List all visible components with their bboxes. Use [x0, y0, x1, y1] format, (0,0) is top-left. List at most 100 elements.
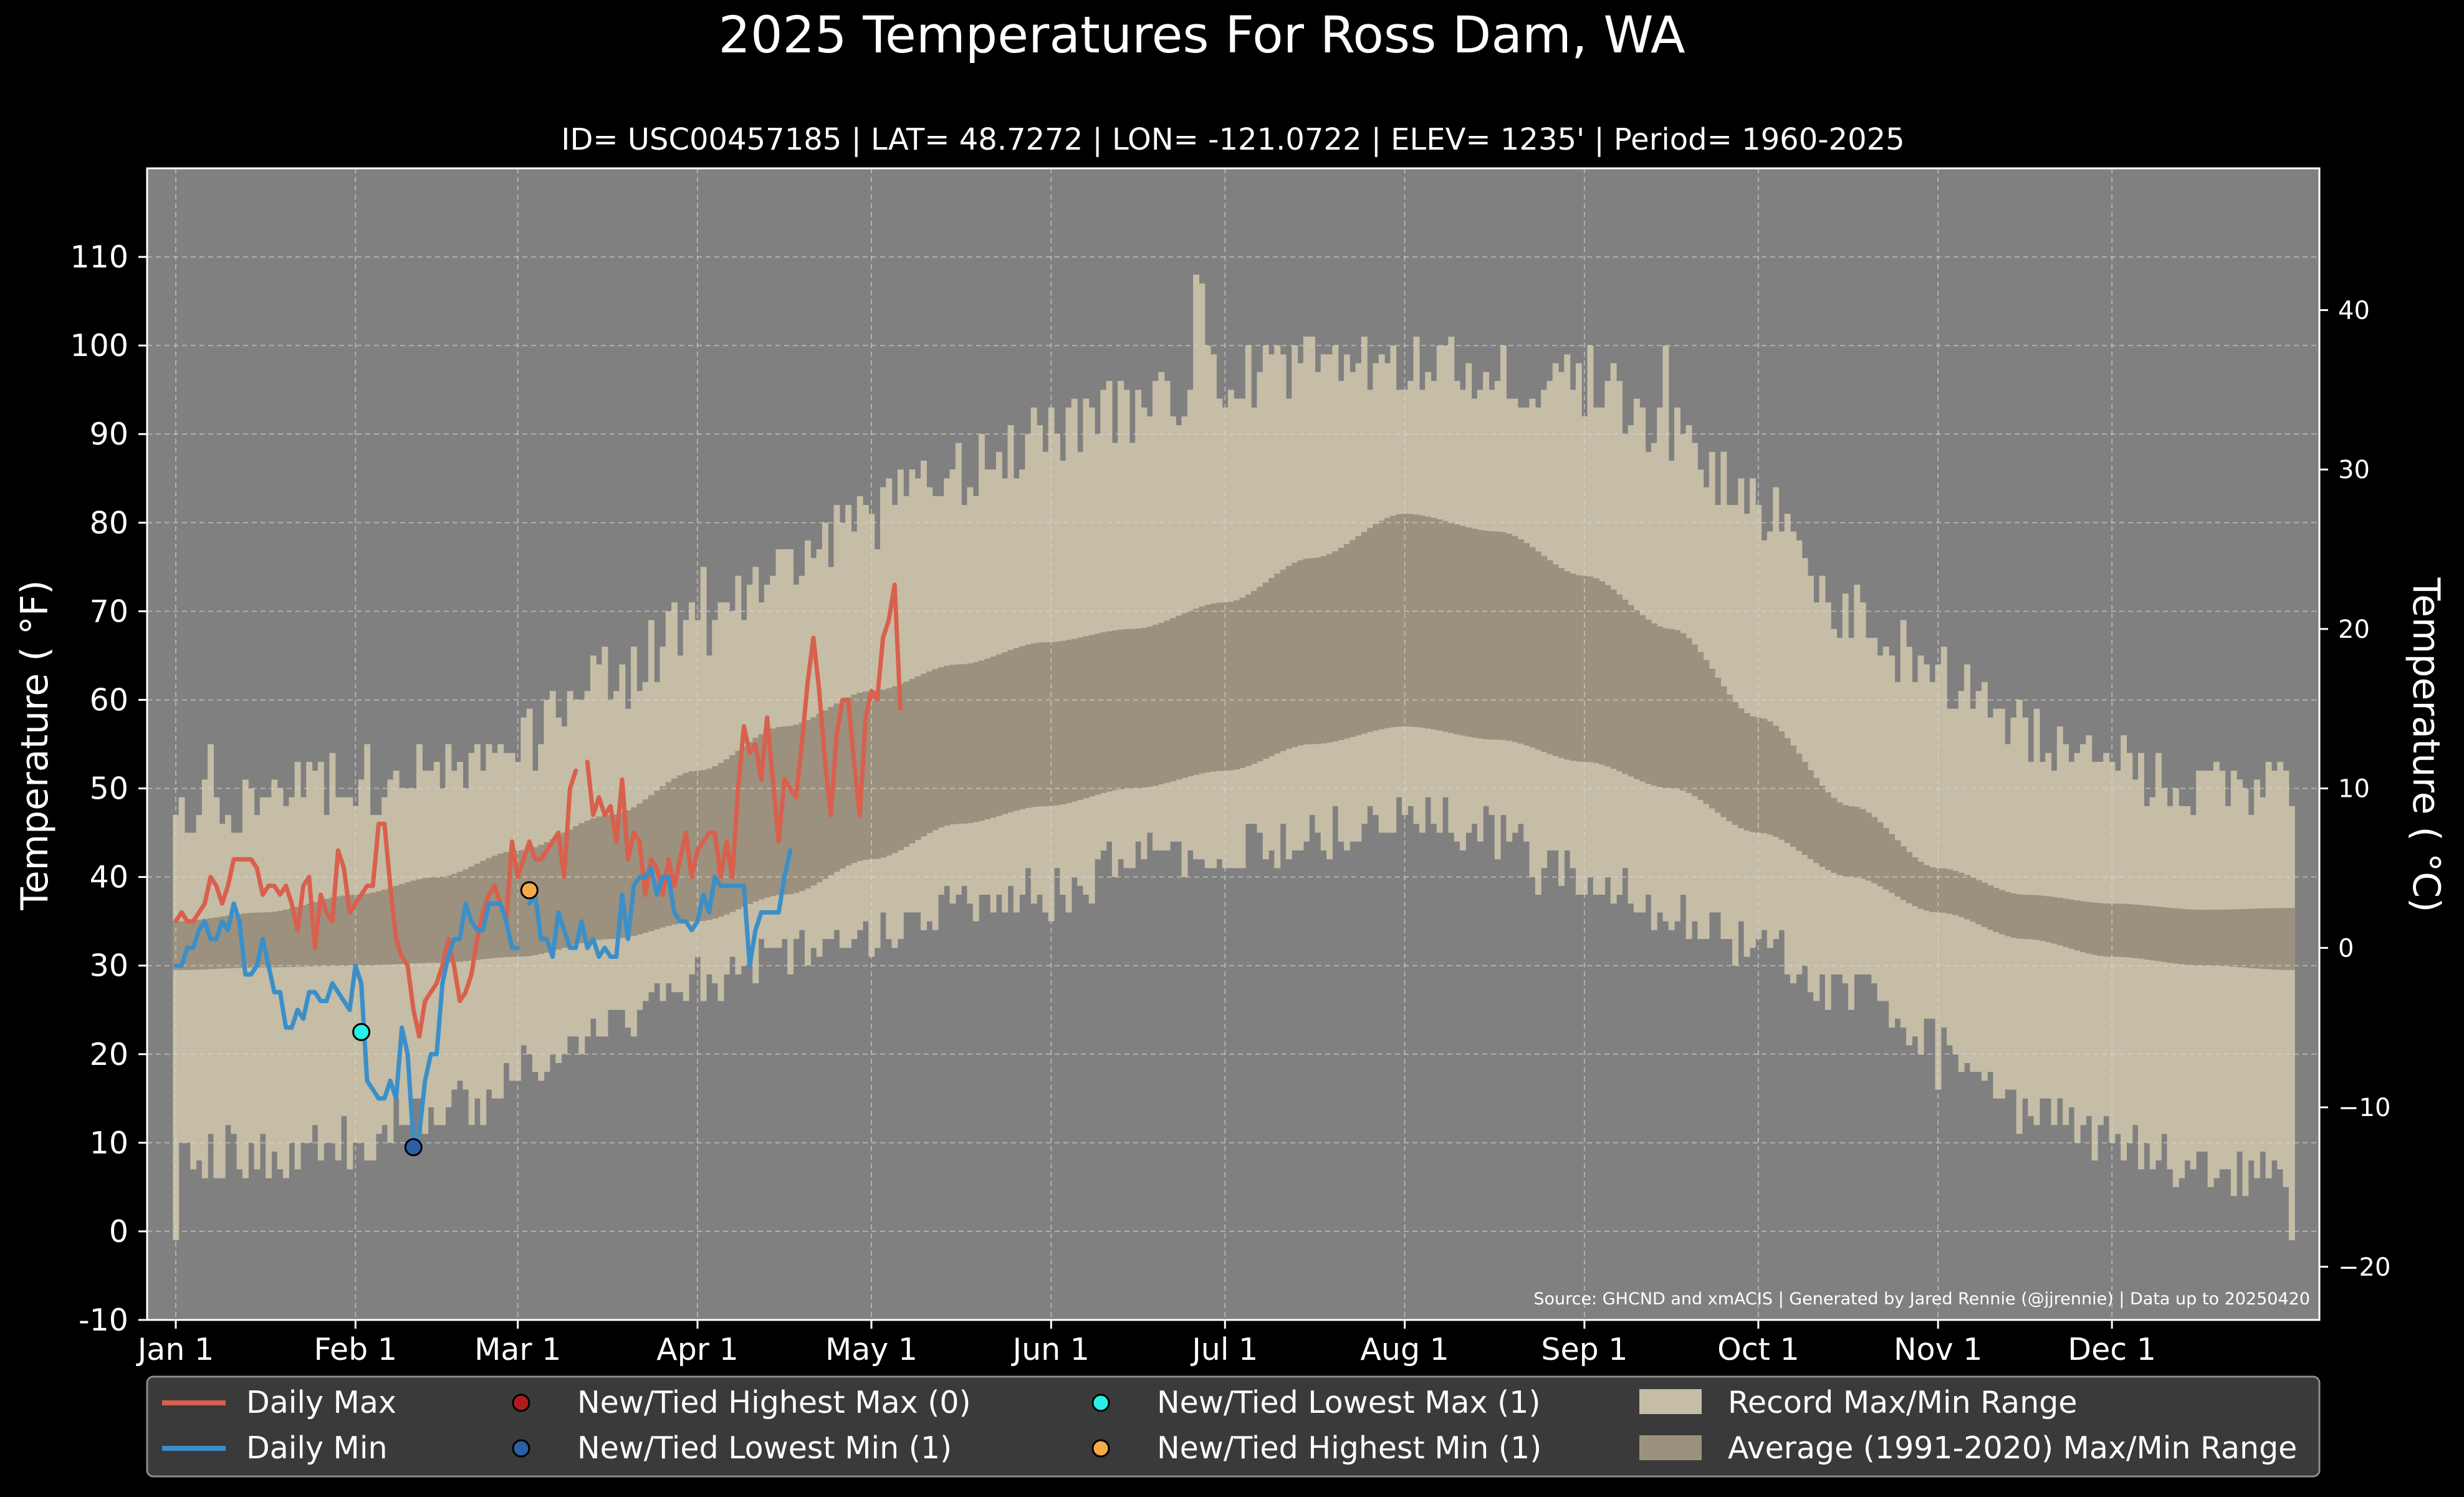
normal-range-bar [231, 915, 237, 968]
normal-range-bar [845, 697, 852, 866]
normal-range-bar [1981, 882, 1988, 927]
normal-range-bar [567, 829, 573, 946]
normal-range-bar [1060, 640, 1067, 804]
record-range-bar [1778, 531, 1785, 930]
normal-range-bar [422, 878, 429, 963]
record-range-bar [1917, 655, 1924, 1054]
x-tick-label: Apr 1 [656, 1332, 739, 1367]
normal-range-bar [1268, 578, 1275, 756]
normal-range-bar [2236, 909, 2243, 968]
normal-range-bar [283, 910, 289, 968]
normal-range-bar [2242, 908, 2249, 968]
normal-range-bar [659, 786, 666, 928]
normal-range-bar [1633, 610, 1640, 779]
normal-range-bar [254, 912, 261, 968]
normal-range-bar [1587, 576, 1594, 763]
y-tick-label-left: 60 [90, 682, 128, 718]
legend-swatch-normal-range [1639, 1435, 1702, 1460]
x-tick-label: Feb 1 [314, 1332, 398, 1367]
normal-range-bar [2097, 903, 2104, 956]
normal-range-bar [1210, 604, 1217, 772]
normal-range-bar [1506, 533, 1513, 741]
y-tick-label-left: 10 [90, 1125, 128, 1161]
normal-range-bar [428, 877, 434, 963]
normal-range-bar [596, 816, 603, 940]
legend-marker-lowest-min [512, 1439, 530, 1458]
normal-range-bar [1732, 701, 1738, 826]
normal-range-bar [1285, 566, 1292, 749]
normal-range-bar [2074, 900, 2081, 951]
normal-range-bar [642, 799, 649, 933]
record-range-bar [1964, 664, 1970, 1063]
normal-range-bar [457, 872, 463, 962]
normal-range-bar [208, 918, 214, 970]
normal-range-bar [1257, 587, 1263, 762]
normal-range-bar [1743, 713, 1750, 831]
normal-range-bar [1854, 807, 1861, 878]
normal-range-bar [1836, 802, 1843, 875]
normal-range-bar [544, 842, 550, 953]
normal-range-bar [1262, 582, 1269, 759]
normal-range-bar [1761, 718, 1768, 834]
normal-range-bar [805, 720, 811, 889]
legend-label-normal-range: Average (1991-2020) Max/Min Range [1728, 1430, 2297, 1466]
normal-range-bar [2196, 910, 2202, 966]
normal-range-bar [2132, 904, 2139, 958]
normal-range-bar [1494, 531, 1501, 740]
normal-range-bar [1384, 517, 1391, 728]
legend-marker-highest-min [1091, 1439, 1110, 1458]
normal-range-bar [1842, 805, 1849, 877]
record-range-bar [300, 797, 307, 1143]
record-range-bar [2242, 788, 2249, 1196]
normal-range-bar [329, 897, 336, 966]
normal-range-bar [839, 700, 846, 869]
normal-range-bar [1917, 862, 1924, 909]
normal-range-bar [1320, 556, 1327, 744]
normal-range-bar [1483, 531, 1490, 739]
normal-range-bar [1970, 877, 1977, 922]
normal-range-bar [1882, 827, 1889, 890]
record-range-bar [2167, 806, 2174, 1170]
normal-range-bar [2190, 909, 2197, 966]
normal-range-bar [1865, 812, 1872, 881]
x-tick-label: Jun 1 [1011, 1332, 1090, 1367]
normal-range-bar [926, 671, 933, 834]
normal-range-bar [1077, 637, 1084, 800]
normal-range-bar [1216, 602, 1223, 771]
normal-range-bar [1691, 644, 1698, 796]
chart-title: 2025 Temperatures For Ross Dam, WA [718, 6, 1685, 65]
normal-range-bar [1773, 725, 1780, 837]
record-range-bar [254, 815, 261, 1170]
normal-range-bar [2265, 908, 2272, 970]
legend-marker-lowest-max [1091, 1394, 1110, 1412]
normal-range-bar [1309, 558, 1316, 744]
record-range-bar [370, 815, 376, 1161]
record-range-bar [2219, 771, 2226, 1170]
normal-range-bar [619, 812, 626, 938]
normal-range-bar [294, 907, 301, 967]
y-axis-left: -10 0 10 20 30 40 50 60 70 80 90 100 110 [70, 239, 147, 1338]
normal-range-bar [201, 918, 208, 970]
record-range-bar [375, 815, 382, 1134]
normal-range-bar [1685, 638, 1692, 793]
normal-range-bar [451, 874, 458, 963]
y-tick-label-right: 20 [2338, 615, 2370, 644]
normal-range-bar [364, 893, 371, 966]
normal-range-bar [1813, 778, 1820, 864]
normal-range-bar [735, 751, 742, 910]
normal-range-bar [955, 664, 962, 824]
normal-range-bar [1726, 695, 1733, 822]
legend: Daily Max Daily Min New/Tied Highest Max… [146, 1375, 2321, 1478]
normal-range-bar [1645, 619, 1652, 784]
normal-range-bar [549, 839, 556, 951]
normal-range-bar [2126, 904, 2133, 958]
normal-range-bar [347, 895, 353, 966]
record-range-bar [277, 788, 284, 1170]
record-range-bar [283, 806, 289, 1178]
normal-range-bar [937, 667, 944, 828]
normal-range-bar [863, 691, 869, 860]
normal-range-bar [665, 782, 672, 927]
x-tick-label: Jan 1 [136, 1332, 214, 1367]
record-range-bar [2265, 761, 2272, 1178]
record-point-highest-min [520, 881, 539, 900]
